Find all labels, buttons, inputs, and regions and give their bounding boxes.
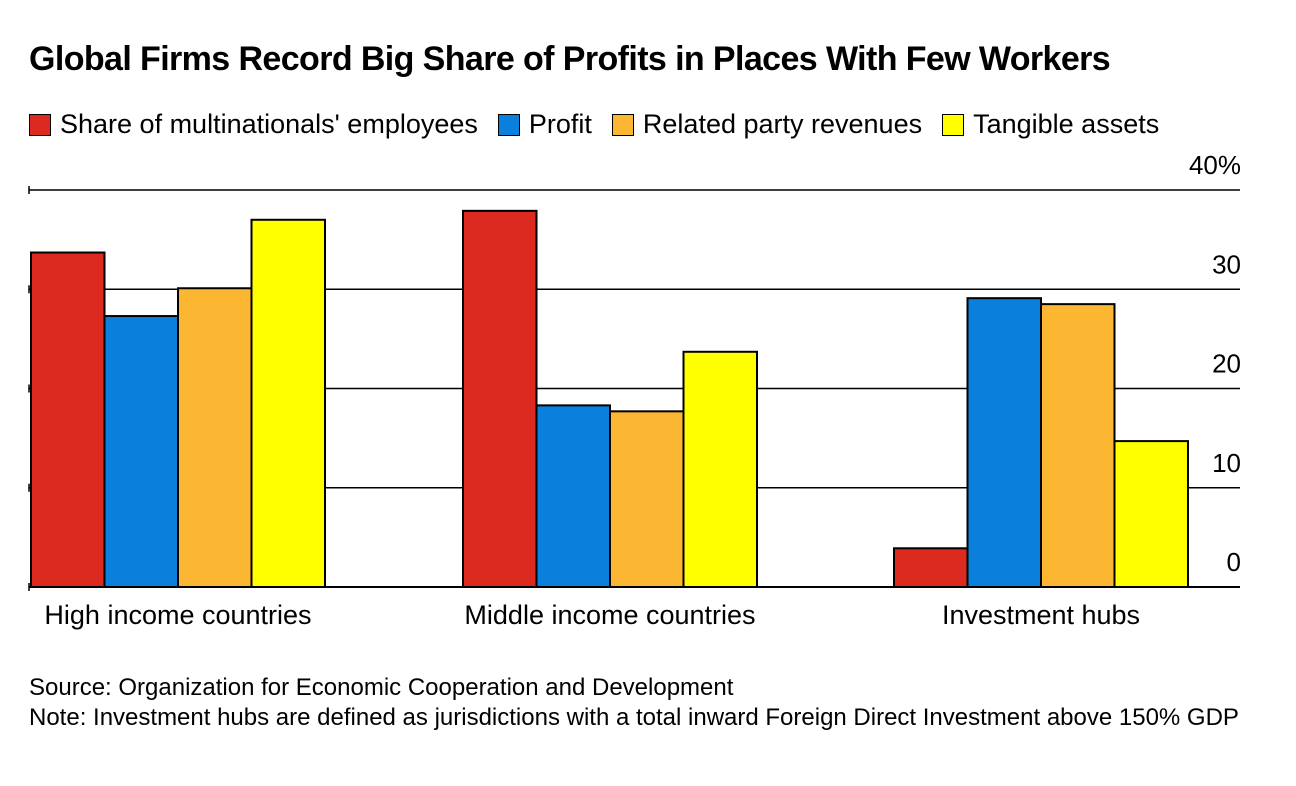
x-category-label: Middle income countries [464, 600, 755, 630]
chart-footer: Source: Organization for Economic Cooper… [29, 673, 1269, 733]
legend-swatch-related-revenues [611, 113, 634, 136]
legend-item-related-revenues: Related party revenues [611, 109, 923, 140]
bar-employees [462, 209, 538, 588]
bar-related-revenues [609, 410, 685, 589]
bar-profit [103, 315, 179, 588]
bar-tangible-assets [250, 218, 326, 588]
legend-swatch-profit [497, 113, 520, 136]
bar-profit [966, 297, 1042, 588]
bar-chart: 0 10 20 30 40% High income countries Middle in… [28, 150, 1241, 630]
legend-item-tangible-assets: Tangible assets [942, 109, 1159, 140]
footnote: Note: Investment hubs are defined as jur… [29, 704, 1239, 731]
x-category-label: High income countries [44, 600, 311, 630]
legend-item-profit: Profit [497, 109, 592, 140]
y-tick-label: 40% [1189, 150, 1241, 180]
y-tick-label: 20 [1212, 349, 1241, 379]
bar-related-revenues [177, 287, 253, 588]
legend-label-related-revenues: Related party revenues [642, 109, 923, 139]
legend-swatch-tangible-assets [942, 113, 965, 136]
legend-swatch-employees [29, 113, 51, 136]
legend-label-profit: Profit [528, 109, 592, 139]
y-tick-label: 0 [1227, 547, 1241, 577]
y-tick-label: 30 [1212, 249, 1241, 279]
y-tick-label: 10 [1212, 448, 1241, 478]
bar-tangible-assets [1113, 440, 1189, 589]
legend: Share of multinationals' employees Profi… [29, 109, 1159, 140]
source-note: Source: Organization for Economic Cooper… [29, 674, 734, 701]
bar-tangible-assets [682, 350, 758, 588]
legend-label-employees: Share of multinationals' employees [60, 109, 478, 139]
bar-related-revenues [1040, 303, 1116, 588]
legend-label-tangible-assets: Tangible assets [973, 109, 1160, 139]
x-category-label: Investment hubs [942, 600, 1140, 630]
bar-employees [30, 251, 106, 588]
legend-item-employees: Share of multinationals' employees [29, 109, 478, 140]
chart-title: Global Firms Record Big Share of Profits… [29, 40, 1111, 78]
bar-profit [535, 404, 611, 588]
bar-employees [893, 547, 969, 588]
